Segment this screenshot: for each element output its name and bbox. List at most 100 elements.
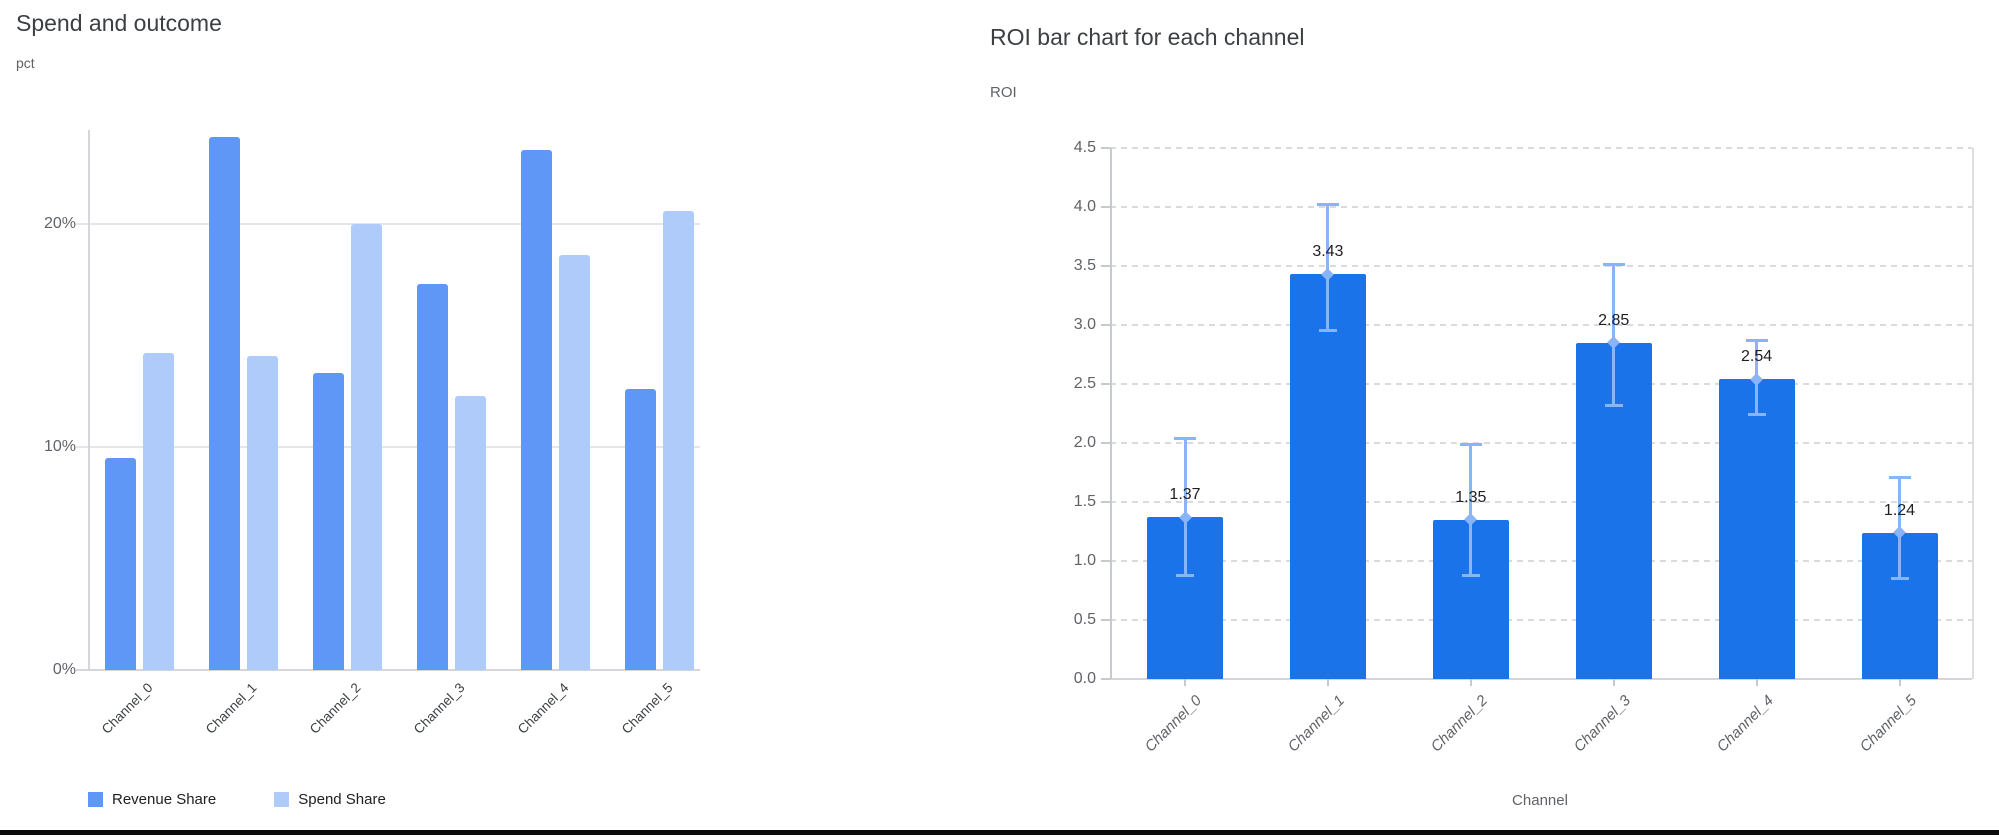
right-gridline-2.5 — [1110, 383, 1972, 385]
right-xtickmark-channel_2 — [1469, 679, 1472, 686]
right-y-axis-line — [1110, 148, 1112, 679]
legend-label-spend-share: Spend Share — [298, 791, 386, 808]
bar-spend-share-channel_4[interactable] — [558, 255, 590, 670]
roi-bar-channel_4[interactable] — [1718, 379, 1795, 679]
right-ytickmark-3.0 — [1101, 324, 1110, 326]
right-xlabel-channel_0: Channel_0 — [1141, 692, 1206, 756]
right-xlabel-channel_5: Channel_5 — [1856, 692, 1920, 756]
error-bar-line-channel_3 — [1612, 264, 1616, 406]
right-ytick-2.5: 2.5 — [1073, 375, 1096, 392]
right-ytick-0.5: 0.5 — [1073, 611, 1096, 628]
right-gridline-3.5 — [1110, 265, 1972, 267]
right-xlabel-channel_4: Channel_4 — [1713, 692, 1777, 756]
error-bar-cap-top-channel_2 — [1459, 442, 1482, 446]
roi-value-label-channel_0: 1.37 — [1169, 486, 1201, 504]
right-ytickmark-0.5 — [1101, 619, 1110, 621]
error-bar-cap-bottom-channel_5 — [1890, 577, 1909, 581]
left-ytick-20%: 20% — [43, 215, 76, 232]
right-xlabel-channel_2: Channel_2 — [1427, 692, 1491, 756]
right-ytick-3.0: 3.0 — [1073, 316, 1096, 333]
error-bar-cap-bottom-channel_3 — [1604, 403, 1623, 407]
bar-revenue-share-channel_2[interactable] — [312, 373, 344, 670]
bar-revenue-share-channel_1[interactable] — [208, 137, 240, 670]
error-bar-cap-bottom-channel_1 — [1318, 329, 1337, 333]
right-gridline-1.0 — [1110, 560, 1972, 562]
legend-label-revenue-share: Revenue Share — [112, 791, 217, 808]
right-ytickmark-1.0 — [1101, 560, 1110, 562]
left-gridline-10% — [76, 446, 700, 448]
bar-spend-share-channel_5[interactable] — [662, 210, 694, 670]
left-ytick-10%: 10% — [43, 438, 76, 455]
roi-value-label-channel_5: 1.24 — [1883, 501, 1916, 519]
right-xlabel-channel_3: Channel_3 — [1570, 692, 1634, 756]
error-bar-line-channel_2 — [1469, 444, 1473, 576]
right-gridline-1.5 — [1110, 501, 1972, 503]
right-ytickmark-0.0 — [1101, 678, 1110, 680]
error-bar-line-channel_0 — [1183, 438, 1187, 576]
roi-value-label-channel_4: 2.54 — [1741, 348, 1773, 366]
bar-spend-share-channel_0[interactable] — [142, 353, 174, 670]
roi-value-label-channel_2: 1.35 — [1455, 488, 1487, 506]
error-bar-cap-bottom-channel_2 — [1461, 573, 1480, 577]
left-chart-y-unit: pct — [16, 55, 35, 71]
right-chart-y-unit: ROI — [990, 84, 1017, 101]
right-xtickmark-channel_5 — [1898, 679, 1901, 686]
bar-revenue-share-channel_5[interactable] — [624, 389, 656, 670]
right-ytick-0.0: 0.0 — [1073, 670, 1096, 687]
right-chart-x-axis-title: Channel — [1512, 792, 1568, 809]
right-ytick-4.0: 4.0 — [1073, 198, 1096, 215]
right-ytick-1.5: 1.5 — [1073, 493, 1096, 510]
bar-spend-share-channel_2[interactable] — [350, 224, 382, 670]
left-y-axis-line — [88, 130, 90, 670]
right-ytickmark-2.0 — [1101, 442, 1110, 444]
bar-spend-share-channel_3[interactable] — [454, 395, 486, 670]
right-gridline-2.0 — [1110, 442, 1972, 444]
left-gridline-0% — [76, 669, 700, 671]
legend-item-revenue-share[interactable]: Revenue Share — [88, 791, 216, 808]
right-xtickmark-channel_1 — [1326, 679, 1329, 686]
legend-item-spend-share[interactable]: Spend Share — [274, 791, 386, 808]
right-gridline-4.0 — [1110, 206, 1972, 208]
right-xtickmark-channel_4 — [1755, 679, 1758, 686]
right-ytick-4.5: 4.5 — [1073, 139, 1096, 156]
right-chart-title: ROI bar chart for each channel — [990, 24, 1305, 50]
right-ytickmark-4.5 — [1101, 147, 1110, 149]
bar-spend-share-channel_1[interactable] — [246, 355, 278, 670]
right-ytickmark-1.5 — [1101, 501, 1110, 503]
revenue-share-swatch-icon — [88, 792, 103, 807]
error-bar-line-channel_1 — [1326, 204, 1330, 331]
spend-outcome-chart: Spend and outcome pct 0% 10% 20% Channel_0 C… — [0, 0, 820, 838]
left-chart-title: Spend and outcome — [16, 10, 222, 36]
left-gridline-20% — [76, 223, 700, 225]
roi-value-label-channel_3: 2.85 — [1598, 311, 1630, 329]
left-chart-plot-area: 0% 10% 20% Channel_0 Channel_1 Channel_2 Chann… — [0, 0, 820, 838]
bar-revenue-share-channel_3[interactable] — [416, 284, 448, 670]
right-plot-right-border — [1972, 148, 1974, 679]
spend-share-swatch-icon — [274, 792, 290, 807]
right-xtickmark-channel_0 — [1184, 679, 1186, 686]
error-bar-cap-top-channel_5 — [1888, 475, 1911, 479]
right-ytickmark-4.0 — [1101, 206, 1110, 208]
window-bottom-edge — [0, 830, 1999, 835]
error-bar-cap-top-channel_3 — [1602, 263, 1625, 267]
right-ytickmark-3.5 — [1101, 265, 1110, 267]
right-ytickmark-2.5 — [1101, 383, 1110, 385]
right-gridline-4.5 — [1110, 147, 1972, 149]
right-ytick-2.0: 2.0 — [1073, 434, 1096, 451]
error-bar-cap-top-channel_1 — [1316, 203, 1339, 207]
bar-revenue-share-channel_0[interactable] — [104, 458, 136, 670]
roi-chart: ROI bar chart for each channel ROI 0.0 0.… — [820, 0, 1999, 838]
right-ytick-1.0: 1.0 — [1073, 552, 1096, 569]
right-xtickmark-channel_3 — [1612, 679, 1615, 686]
error-bar-cap-bottom-channel_0 — [1176, 573, 1194, 577]
right-baseline — [1110, 678, 1972, 680]
right-gridline-3.0 — [1110, 324, 1972, 326]
bar-revenue-share-channel_4[interactable] — [520, 150, 552, 670]
roi-bar-channel_1[interactable] — [1289, 274, 1366, 679]
error-bar-cap-top-channel_4 — [1745, 338, 1768, 342]
error-bar-cap-top-channel_0 — [1174, 436, 1196, 440]
error-bar-cap-bottom-channel_4 — [1747, 413, 1766, 417]
right-xlabel-channel_1: Channel_1 — [1284, 692, 1348, 756]
left-chart-legend: Revenue Share Spend Share — [88, 791, 386, 808]
